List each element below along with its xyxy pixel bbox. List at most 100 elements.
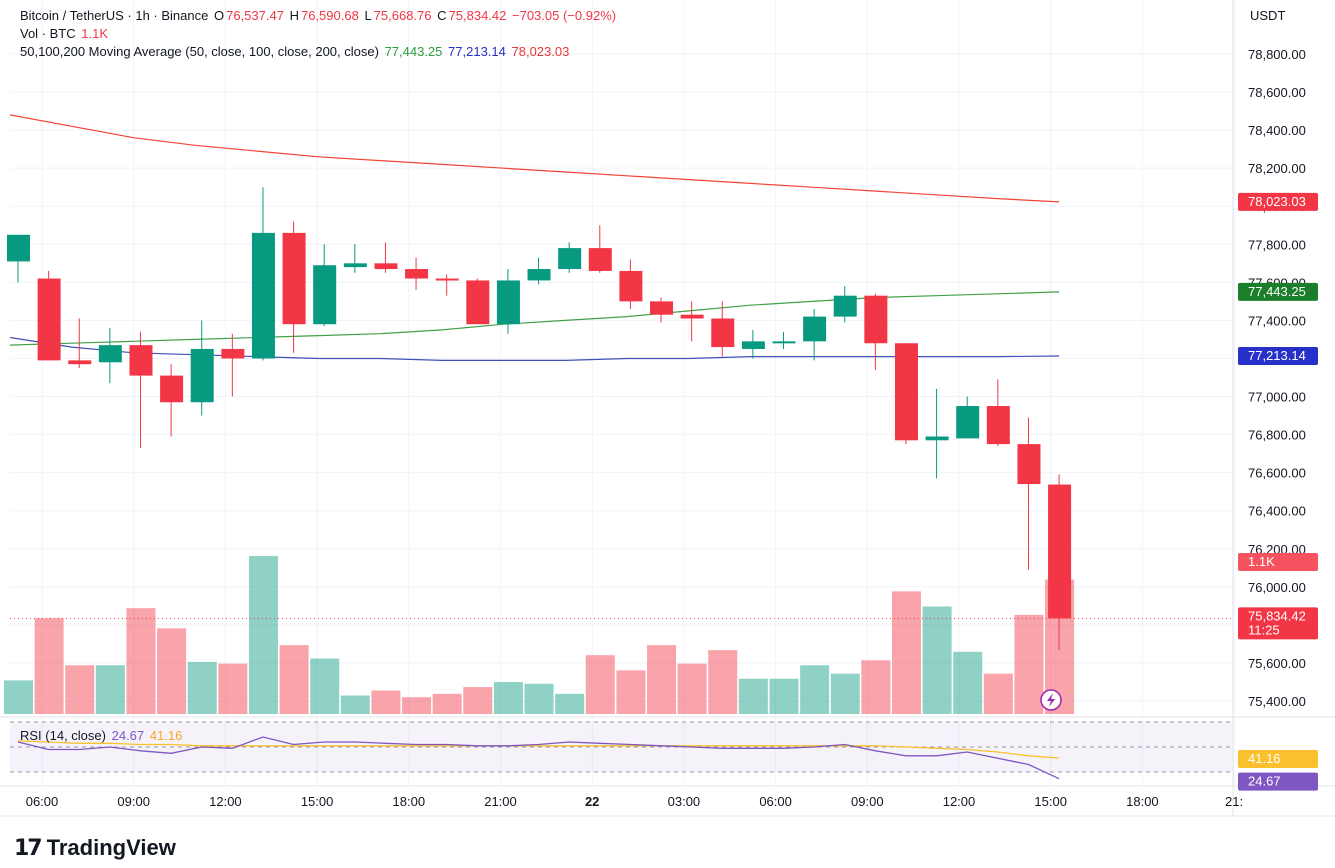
candle-body bbox=[803, 316, 827, 342]
open-label: O bbox=[213, 8, 225, 23]
volume-bar bbox=[279, 645, 309, 714]
time-tick-label: 22 bbox=[585, 794, 599, 809]
candle-body bbox=[741, 341, 765, 349]
price-tick-label: 78,800.00 bbox=[1248, 47, 1306, 62]
rsi-ma-value: 41.16 bbox=[149, 728, 183, 743]
volume-bar bbox=[524, 683, 554, 714]
ma100-badge-bg bbox=[1238, 346, 1318, 365]
ma50-line bbox=[9, 291, 1060, 346]
candle-body bbox=[680, 314, 704, 319]
price-tick-label: 75,600.00 bbox=[1248, 656, 1306, 671]
volume-bar bbox=[310, 658, 340, 714]
candle-body bbox=[435, 278, 459, 281]
ma200-badge-text: 78,023.03 bbox=[1248, 194, 1306, 209]
candle-body bbox=[527, 269, 551, 281]
volume-bar bbox=[555, 693, 585, 714]
close-label: C bbox=[437, 8, 447, 23]
volume-bar bbox=[187, 661, 217, 714]
candle-body bbox=[956, 406, 980, 439]
volume-bar bbox=[585, 655, 615, 714]
candle-body bbox=[405, 269, 429, 279]
volume-bar bbox=[616, 670, 646, 714]
candle-body bbox=[221, 348, 245, 359]
price-tick-label: 78,200.00 bbox=[1248, 161, 1306, 176]
volume-bar bbox=[4, 680, 33, 714]
time-tick-label: 15:00 bbox=[301, 794, 334, 809]
rsi-badge-text: 24.67 bbox=[1248, 774, 1281, 789]
rsi-badge-bg bbox=[1238, 772, 1318, 791]
price-tick-label: 77,000.00 bbox=[1248, 390, 1306, 405]
last-price-badge-text: 11:25 bbox=[1248, 622, 1280, 637]
ma-legend: 50,100,200 Moving Average (50, close, 10… bbox=[20, 44, 571, 59]
last-price-badge-bg bbox=[1238, 607, 1318, 640]
volume-bar bbox=[738, 678, 768, 714]
volume-bar bbox=[493, 682, 523, 714]
ma50-badge-bg bbox=[1238, 282, 1318, 301]
time-tick-label: 12:00 bbox=[943, 794, 976, 809]
lightning-bolt bbox=[1047, 693, 1055, 707]
currency-label: USDT bbox=[1250, 8, 1285, 23]
volume-badge: 1.1K bbox=[1238, 553, 1318, 571]
rsi-line bbox=[17, 736, 1060, 780]
time-tick-label: 12:00 bbox=[209, 794, 242, 809]
ma50-value: 77,443.25 bbox=[384, 44, 443, 59]
change-value: −703.05 (−0.92%) bbox=[512, 8, 617, 23]
low-label: L bbox=[364, 8, 372, 23]
high-label: H bbox=[289, 8, 299, 23]
volume-bar bbox=[65, 665, 95, 714]
candle-body bbox=[98, 345, 122, 363]
volume-bar bbox=[677, 663, 707, 714]
candle-body bbox=[282, 232, 306, 325]
time-tick-label: 09:00 bbox=[117, 794, 150, 809]
last-price-badge-text: 75,834.42 bbox=[1248, 608, 1306, 623]
tradingview-brand[interactable]: 17 TradingView bbox=[14, 835, 176, 861]
volume-bar bbox=[708, 650, 738, 714]
volume-bar bbox=[800, 665, 830, 714]
rsi-ma-badge-text: 41.16 bbox=[1248, 751, 1281, 766]
candle-body bbox=[160, 375, 184, 403]
candle-body bbox=[1017, 444, 1041, 485]
volume-bar bbox=[371, 690, 401, 714]
open-value: 76,537.47 bbox=[226, 8, 284, 23]
volume-value: 1.1K bbox=[81, 26, 108, 41]
rsi-ma-badge: 41.16 bbox=[1238, 750, 1318, 769]
volume-badge-text: 1.1K bbox=[1248, 554, 1275, 569]
candle-body bbox=[129, 345, 153, 376]
time-tick-label: 21:00 bbox=[484, 794, 517, 809]
volume-bar bbox=[218, 663, 248, 714]
volume-badge-bg bbox=[1238, 553, 1318, 571]
price-tick-label: 75,400.00 bbox=[1248, 694, 1306, 709]
volume-bar bbox=[340, 695, 370, 714]
low-value: 75,668.76 bbox=[373, 8, 432, 23]
ma50-badge-text: 77,443.25 bbox=[1248, 284, 1306, 299]
high-value: 76,590.68 bbox=[300, 8, 359, 23]
rsi-label: RSI (14, close) bbox=[20, 728, 106, 743]
volume-bar bbox=[1014, 614, 1044, 714]
rsi-value: 24.67 bbox=[111, 728, 145, 743]
time-tick-label: 18:00 bbox=[393, 794, 426, 809]
volume-bar bbox=[248, 556, 278, 714]
price-tick-label: 76,600.00 bbox=[1248, 466, 1306, 481]
rsi-ma-line bbox=[17, 740, 1060, 759]
price-tick-label: 77,400.00 bbox=[1248, 313, 1306, 328]
symbol-label: Bitcoin / TetherUS · 1h · Binance bbox=[20, 8, 209, 23]
volume-bar bbox=[830, 673, 860, 714]
candle-body bbox=[37, 278, 61, 361]
rsi-legend: RSI (14, close) 24.67 41.16 bbox=[20, 728, 184, 743]
candle-body bbox=[864, 295, 888, 344]
ma-label: 50,100,200 Moving Average (50, close, 10… bbox=[20, 44, 379, 59]
price-tick-label: 78,600.00 bbox=[1248, 85, 1306, 100]
time-tick-label: 06:00 bbox=[26, 794, 59, 809]
volume-legend: Vol · BTC 1.1K bbox=[20, 26, 110, 41]
time-tick-label: 09:00 bbox=[851, 794, 884, 809]
price-tick-label: 76,400.00 bbox=[1248, 504, 1306, 519]
ma200-line bbox=[9, 114, 1060, 203]
ma50-badge: 77,443.25 bbox=[1238, 282, 1318, 301]
candle-body bbox=[374, 263, 398, 270]
ma100-badge: 77,213.14 bbox=[1238, 346, 1318, 365]
rsi-ma-badge-bg bbox=[1238, 750, 1318, 769]
ma200-badge-bg bbox=[1238, 192, 1318, 211]
candle-body bbox=[190, 348, 214, 403]
ma200-value: 78,023.03 bbox=[511, 44, 570, 59]
